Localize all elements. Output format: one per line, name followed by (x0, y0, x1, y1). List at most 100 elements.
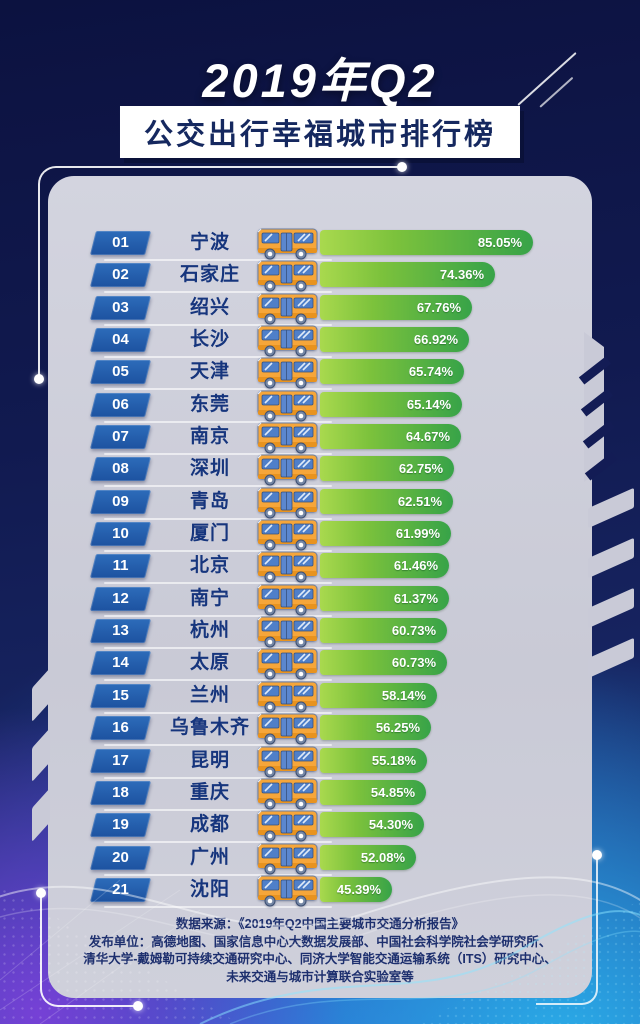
score-value: 58.14% (381, 687, 426, 703)
city-name: 绍兴 (189, 296, 230, 318)
ranking-row: 03 绍兴 67.76% (48, 293, 592, 326)
page-subtitle: 公交出行幸福城市排行榜 (119, 106, 521, 158)
score-bar: 56.25% (320, 715, 431, 741)
score-bar: 64.67% (320, 424, 461, 450)
rank-number: 10 (112, 525, 129, 543)
ranking-row: 14 太原 60.73% (48, 648, 592, 682)
ranking-row: 13 杭州 60.73% (48, 616, 592, 650)
city-name: 宁波 (189, 232, 230, 253)
row-divider (104, 453, 332, 456)
ranking-list: 01 宁波 85.05% 02 石家庄 74.36% (48, 228, 592, 908)
bus-icon (257, 648, 318, 680)
city-name: 石家庄 (179, 264, 240, 286)
city-name: 南京 (189, 426, 230, 448)
rank-number: 11 (112, 557, 129, 575)
bus-icon (257, 293, 318, 325)
bus-icon (257, 487, 318, 519)
rank-number: 18 (112, 783, 129, 801)
rank-badge: 10 (90, 522, 151, 547)
rank-badge: 01 (90, 231, 151, 255)
rank-badge: 12 (90, 586, 151, 611)
chevron-decoration (588, 637, 634, 679)
score-value: 85.05% (477, 235, 522, 250)
row-divider (104, 291, 332, 294)
score-bar: 61.46% (320, 553, 449, 579)
row-divider (104, 582, 332, 585)
score-value: 54.85% (370, 784, 415, 800)
rank-number: 02 (112, 266, 129, 284)
bus-icon (257, 778, 318, 810)
score-value: 45.39% (336, 881, 381, 897)
rank-number: 19 (112, 816, 129, 834)
page-title: 2019年Q2 (202, 54, 438, 107)
rank-badge: 09 (90, 489, 151, 514)
bus-icon (257, 746, 318, 777)
rank-badge: 13 (90, 619, 151, 644)
guide-dot (592, 850, 602, 860)
ranking-row: 08 深圳 62.75% (48, 454, 592, 488)
score-value: 61.46% (393, 558, 438, 574)
bus-icon (257, 357, 318, 389)
row-divider (104, 711, 332, 714)
bus-icon (257, 584, 318, 616)
bus-icon (257, 681, 318, 713)
ranking-row: 01 宁波 85.05% (48, 228, 592, 261)
rank-badge: 20 (90, 845, 151, 870)
score-value: 74.36% (439, 267, 484, 283)
rank-number: 04 (112, 331, 129, 349)
score-value: 62.75% (398, 461, 443, 477)
city-name: 太原 (189, 652, 230, 674)
bus-icon (257, 713, 318, 745)
rank-number: 01 (112, 234, 129, 251)
ranking-row: 11 北京 61.46% (48, 551, 592, 585)
bus-icon (257, 454, 318, 486)
ranking-row: 06 东莞 65.14% (48, 390, 592, 423)
ranking-row: 12 南宁 61.37% (48, 584, 592, 617)
row-divider (104, 808, 332, 811)
rank-number: 16 (112, 719, 129, 737)
score-bar: 52.08% (320, 844, 416, 870)
score-value: 60.73% (391, 655, 436, 671)
rank-number: 21 (112, 880, 129, 898)
ranking-row: 07 南京 64.67% (48, 422, 592, 456)
score-bar: 62.75% (320, 456, 454, 482)
ranking-row: 16 乌鲁木齐 56.25% (48, 713, 592, 747)
score-value: 61.37% (393, 590, 438, 606)
ranking-row: 10 厦门 61.99% (48, 519, 592, 553)
ranking-row: 02 石家庄 74.36% (48, 260, 592, 294)
row-divider (104, 776, 332, 779)
rank-badge: 14 (90, 651, 151, 676)
rank-badge: 05 (90, 360, 151, 385)
city-name: 广州 (189, 846, 230, 868)
city-name: 厦门 (189, 523, 230, 545)
ranking-row: 20 广州 52.08% (48, 843, 592, 876)
row-divider (104, 744, 332, 747)
score-bar: 66.92% (320, 327, 469, 353)
rank-badge: 11 (90, 554, 151, 579)
rank-number: 09 (112, 492, 129, 510)
score-value: 60.73% (391, 623, 436, 639)
row-divider (104, 873, 332, 876)
score-value: 66.92% (413, 332, 458, 348)
guide-dot (36, 888, 46, 898)
row-divider (104, 388, 332, 391)
rank-badge: 19 (90, 813, 151, 838)
ranking-row: 15 兰州 58.14% (48, 681, 592, 714)
rank-badge: 18 (90, 780, 151, 805)
row-divider (104, 841, 332, 844)
row-divider (104, 647, 332, 650)
chevron-decoration (588, 587, 634, 629)
city-name: 深圳 (189, 458, 230, 480)
row-divider (104, 420, 332, 423)
row-divider (104, 517, 332, 520)
rank-badge: 16 (90, 716, 151, 741)
rank-number: 12 (112, 589, 129, 607)
rank-number: 17 (112, 751, 129, 769)
row-divider (104, 259, 332, 261)
score-bar: 67.76% (320, 294, 472, 320)
row-divider (104, 323, 332, 326)
score-value: 67.76% (416, 299, 461, 315)
rank-number: 07 (112, 428, 129, 446)
city-name: 北京 (189, 555, 230, 577)
rank-number: 05 (112, 363, 129, 381)
